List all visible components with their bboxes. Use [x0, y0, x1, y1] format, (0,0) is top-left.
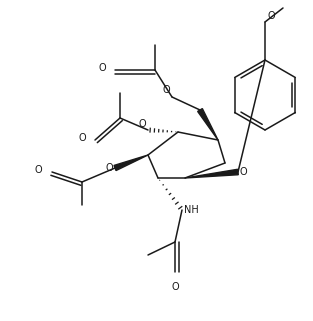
Polygon shape [185, 169, 238, 178]
Text: O: O [240, 167, 248, 177]
Text: O: O [162, 85, 170, 95]
Text: O: O [98, 63, 106, 73]
Text: O: O [105, 163, 113, 173]
Polygon shape [198, 108, 218, 140]
Text: O: O [267, 11, 275, 21]
Text: O: O [78, 133, 86, 143]
Polygon shape [114, 155, 148, 170]
Text: O: O [171, 282, 179, 292]
Text: NH: NH [184, 205, 199, 215]
Text: O: O [34, 165, 42, 175]
Text: O: O [138, 119, 146, 129]
